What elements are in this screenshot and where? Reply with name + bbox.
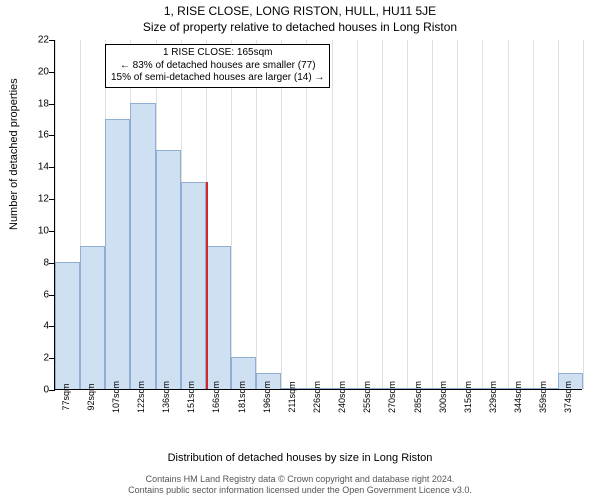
chart-title-line1: 1, RISE CLOSE, LONG RISTON, HULL, HU11 5… [0, 4, 600, 18]
x-tick-label: 92sqm [86, 383, 96, 410]
x-tick-label: 226sqm [312, 381, 322, 413]
x-tick-label: 107sqm [111, 381, 121, 413]
x-tick-label: 166sqm [211, 381, 221, 413]
y-tick-label: 20 [29, 66, 49, 77]
property-marker-line [206, 182, 208, 389]
x-tick-label: 285sqm [413, 381, 423, 413]
y-tick-label: 0 [29, 385, 49, 396]
histogram-bar [55, 262, 80, 389]
x-tick-label: 374sqm [563, 381, 573, 413]
y-tick [49, 390, 55, 391]
x-tick-label: 344sqm [513, 381, 523, 413]
y-tick [49, 104, 55, 105]
y-axis-label: Number of detached properties [8, 78, 20, 230]
footer-line1: Contains HM Land Registry data © Crown c… [0, 474, 600, 485]
histogram-bar [105, 119, 130, 389]
y-tick-label: 22 [29, 35, 49, 46]
x-tick-label: 240sqm [337, 381, 347, 413]
annotation-line3: 15% of semi-detached houses are larger (… [111, 72, 324, 85]
y-tick-label: 4 [29, 321, 49, 332]
x-tick-label: 151sqm [186, 381, 196, 413]
histogram-bar [80, 246, 105, 389]
gridline [231, 40, 232, 389]
y-tick [49, 40, 55, 41]
gridline [482, 40, 483, 389]
x-tick-label: 315sqm [463, 381, 473, 413]
x-tick-label: 329sqm [488, 381, 498, 413]
x-tick-label: 270sqm [387, 381, 397, 413]
y-tick-label: 14 [29, 162, 49, 173]
histogram-bar [181, 182, 206, 389]
gridline [256, 40, 257, 389]
footer-attribution: Contains HM Land Registry data © Crown c… [0, 474, 600, 496]
y-tick-label: 8 [29, 257, 49, 268]
gridline [306, 40, 307, 389]
y-tick [49, 231, 55, 232]
plot-area: 024681012141618202277sqm92sqm107sqm122sq… [54, 40, 582, 390]
gridline [281, 40, 282, 389]
chart-title-line2: Size of property relative to detached ho… [0, 20, 600, 34]
histogram-bar [130, 103, 155, 389]
y-tick [49, 135, 55, 136]
y-tick [49, 167, 55, 168]
y-tick-label: 10 [29, 225, 49, 236]
x-tick-label: 211sqm [287, 381, 297, 412]
x-tick-label: 136sqm [161, 381, 171, 413]
y-tick-label: 2 [29, 353, 49, 364]
gridline [533, 40, 534, 389]
gridline [583, 40, 584, 389]
x-tick-label: 255sqm [362, 381, 372, 413]
annotation-box: 1 RISE CLOSE: 165sqm← 83% of detached ho… [105, 44, 330, 88]
x-axis-label: Distribution of detached houses by size … [0, 452, 600, 464]
y-tick [49, 199, 55, 200]
gridline [332, 40, 333, 389]
y-tick-label: 16 [29, 130, 49, 141]
gridline [432, 40, 433, 389]
x-tick-label: 359sqm [538, 381, 548, 413]
gridline [457, 40, 458, 389]
y-tick-label: 18 [29, 98, 49, 109]
x-tick-label: 77sqm [61, 383, 71, 410]
gridline [357, 40, 358, 389]
y-tick-label: 12 [29, 194, 49, 205]
x-tick-label: 196sqm [262, 381, 272, 413]
gridline [508, 40, 509, 389]
x-tick-label: 300sqm [438, 381, 448, 413]
annotation-line1: 1 RISE CLOSE: 165sqm [111, 47, 324, 60]
gridline [558, 40, 559, 389]
x-tick-label: 122sqm [136, 381, 146, 413]
y-tick-label: 6 [29, 289, 49, 300]
gridline [382, 40, 383, 389]
annotation-line2: ← 83% of detached houses are smaller (77… [111, 60, 324, 73]
x-tick-label: 181sqm [237, 381, 247, 413]
y-tick [49, 72, 55, 73]
footer-line2: Contains public sector information licen… [0, 485, 600, 496]
histogram-bar [206, 246, 231, 389]
gridline [407, 40, 408, 389]
histogram-bar [156, 150, 181, 389]
